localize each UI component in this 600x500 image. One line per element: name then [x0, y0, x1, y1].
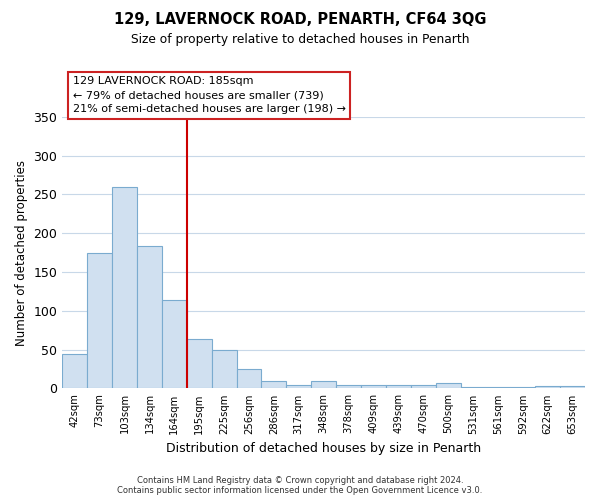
Text: 129 LAVERNOCK ROAD: 185sqm
← 79% of detached houses are smaller (739)
21% of sem: 129 LAVERNOCK ROAD: 185sqm ← 79% of deta… — [73, 76, 346, 114]
Bar — [137, 246, 162, 388]
Bar — [212, 350, 236, 389]
Bar — [87, 252, 112, 388]
Bar — [262, 382, 286, 388]
Bar — [511, 387, 535, 388]
X-axis label: Distribution of detached houses by size in Penarth: Distribution of detached houses by size … — [166, 442, 481, 455]
Text: Size of property relative to detached houses in Penarth: Size of property relative to detached ho… — [131, 32, 469, 46]
Bar — [162, 300, 187, 388]
Bar — [361, 384, 386, 388]
Bar — [485, 387, 511, 388]
Bar — [461, 387, 485, 388]
Bar — [411, 384, 436, 388]
Bar — [112, 186, 137, 388]
Bar — [336, 384, 361, 388]
Bar — [187, 339, 212, 388]
Bar — [286, 384, 311, 388]
Bar — [535, 386, 560, 388]
Text: Contains HM Land Registry data © Crown copyright and database right 2024.
Contai: Contains HM Land Registry data © Crown c… — [118, 476, 482, 495]
Y-axis label: Number of detached properties: Number of detached properties — [15, 160, 28, 346]
Bar — [436, 383, 461, 388]
Text: 129, LAVERNOCK ROAD, PENARTH, CF64 3QG: 129, LAVERNOCK ROAD, PENARTH, CF64 3QG — [114, 12, 486, 28]
Bar — [62, 354, 87, 388]
Bar — [386, 384, 411, 388]
Bar — [311, 382, 336, 388]
Bar — [560, 386, 585, 388]
Bar — [236, 369, 262, 388]
